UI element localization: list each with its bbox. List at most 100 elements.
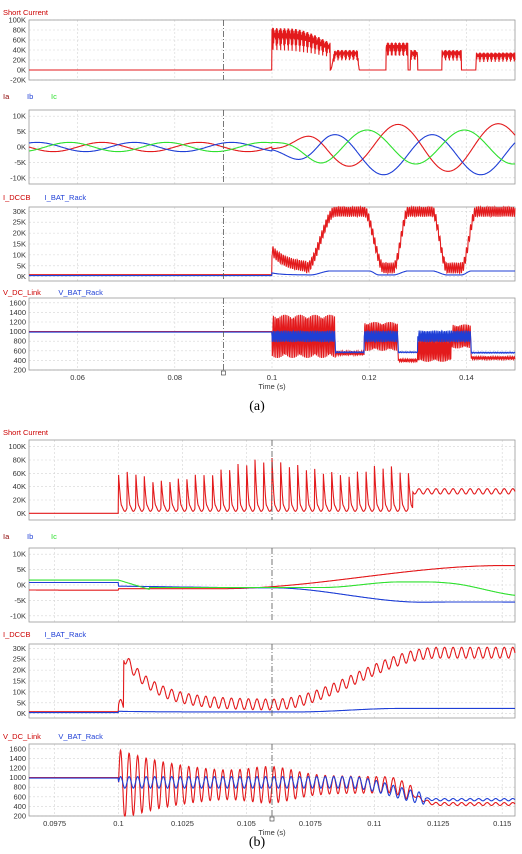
caption-a: (a) xyxy=(249,399,265,414)
series-title: Ia xyxy=(3,532,10,541)
y-tick-label: 0K xyxy=(17,709,26,718)
panel-b1: 0K 20K 40K 60K 80K 100K Short Current xyxy=(3,428,516,521)
x-tick-label: 0.11 xyxy=(367,819,381,828)
y-tick-label: 1000 xyxy=(9,327,26,336)
x-tick-label: 0.08 xyxy=(167,373,182,382)
y-tick-label: 0K xyxy=(17,581,26,590)
y-tick-label: 0K xyxy=(17,272,26,281)
y-tick-label: 1200 xyxy=(9,764,26,773)
series-title: Ic xyxy=(51,532,57,541)
series-title: I_DCCB xyxy=(3,193,31,202)
y-tick-label: 5K xyxy=(17,698,26,707)
y-tick-label: 40K xyxy=(13,46,26,55)
y-tick-label: 5K xyxy=(17,261,26,270)
series-title: Ia xyxy=(3,92,10,101)
y-tick-label: 600 xyxy=(13,346,26,355)
y-tick-label: 5K xyxy=(17,127,26,136)
y-tick-label: 20K xyxy=(13,666,26,675)
y-tick-label: 1400 xyxy=(9,754,26,763)
y-tick-label: 400 xyxy=(13,802,26,811)
y-tick-label: 60K xyxy=(13,469,26,478)
y-tick-label: 10K xyxy=(13,550,26,559)
y-tick-label: 80K xyxy=(13,26,26,35)
y-tick-label: 20K xyxy=(13,496,26,505)
series-title: Short Current xyxy=(3,8,49,17)
series-line-i-dccb xyxy=(29,205,516,276)
y-tick-label: -5K xyxy=(14,158,26,167)
y-tick-label: -10K xyxy=(10,611,26,620)
x-tick-label: 0.1025 xyxy=(171,819,194,828)
y-tick-label: 25K xyxy=(13,218,26,227)
series-title: I_DCCB xyxy=(3,630,31,639)
y-tick-label: 1000 xyxy=(9,773,26,782)
y-tick-label: 200 xyxy=(13,366,26,375)
x-tick-label: 0.12 xyxy=(362,373,377,382)
y-tick-label: 15K xyxy=(13,240,26,249)
y-tick-label: 1600 xyxy=(9,744,26,753)
y-tick-label: 100K xyxy=(8,442,26,451)
y-tick-label: 800 xyxy=(13,337,26,346)
cursor-handle[interactable] xyxy=(221,370,226,376)
y-tick-label: 60K xyxy=(13,36,26,45)
series-line-ia xyxy=(28,123,516,172)
y-tick-label: 20K xyxy=(13,56,26,65)
plot-frame xyxy=(28,19,516,81)
y-tick-label: 80K xyxy=(13,456,26,465)
y-tick-label: 40K xyxy=(13,482,26,491)
y-tick-label: -5K xyxy=(14,596,26,605)
y-tick-label: 1200 xyxy=(9,318,26,327)
y-tick-label: 800 xyxy=(13,783,26,792)
series-title: I_BAT_Rack xyxy=(45,630,87,639)
y-tick-label: 0K xyxy=(17,66,26,75)
series-title: Short Current xyxy=(3,428,49,437)
x-tick-label: 0.1125 xyxy=(427,819,449,828)
series-title: I_BAT_Rack xyxy=(45,193,87,202)
x-tick-label: 0.105 xyxy=(237,819,256,828)
series-line-v-bat-rack xyxy=(29,329,516,355)
plot-frame xyxy=(28,297,516,371)
x-tick-label: 0.1 xyxy=(267,373,277,382)
y-tick-label: 30K xyxy=(13,644,26,653)
y-tick-label: 10K xyxy=(13,112,26,121)
series-title: V_BAT_Rack xyxy=(58,732,103,741)
y-tick-label: 0K xyxy=(17,143,26,152)
y-tick-label: 15K xyxy=(13,677,26,686)
y-tick-label: -20K xyxy=(10,76,26,85)
x-tick-label: 0.115 xyxy=(493,819,511,828)
y-tick-label: 600 xyxy=(13,792,26,801)
series-line-short current xyxy=(29,27,516,72)
series-title: Ib xyxy=(27,92,33,101)
panel-a2: -10K -5K 0K 5K 10K Ia Ib Ic xyxy=(3,92,516,185)
series-title: V_DC_Link xyxy=(3,732,41,741)
y-tick-label: 100K xyxy=(8,16,26,25)
x-tick-label: 0.1 xyxy=(113,819,123,828)
series-line-short current xyxy=(29,457,516,514)
y-tick-label: 25K xyxy=(13,655,26,664)
x-tick-label: 0.14 xyxy=(459,373,474,382)
y-tick-label: 5K xyxy=(17,565,26,574)
series-line-i-bat-rack xyxy=(29,270,515,277)
x-axis-label: Time (s) xyxy=(258,828,286,837)
series-title: Ic xyxy=(51,92,57,101)
y-tick-label: 0K xyxy=(17,509,26,518)
caption-b: (b) xyxy=(249,835,266,850)
y-tick-label: 200 xyxy=(13,812,26,821)
y-tick-label: 30K xyxy=(13,207,26,216)
x-tick-label: 0.0975 xyxy=(43,819,66,828)
y-tick-label: 10K xyxy=(13,687,26,696)
y-tick-label: 400 xyxy=(13,356,26,365)
series-title: V_BAT_Rack xyxy=(58,288,103,297)
x-tick-label: 0.06 xyxy=(70,373,85,382)
series-line-ic xyxy=(29,579,515,596)
series-title: V_DC_Link xyxy=(3,288,41,297)
y-tick-label: 1400 xyxy=(9,308,26,317)
y-tick-label: 1600 xyxy=(9,298,26,307)
cursor-handle[interactable] xyxy=(269,816,275,822)
plot-frame xyxy=(28,206,516,282)
y-tick-label: 10K xyxy=(13,250,26,259)
y-tick-label: -10K xyxy=(10,173,26,182)
